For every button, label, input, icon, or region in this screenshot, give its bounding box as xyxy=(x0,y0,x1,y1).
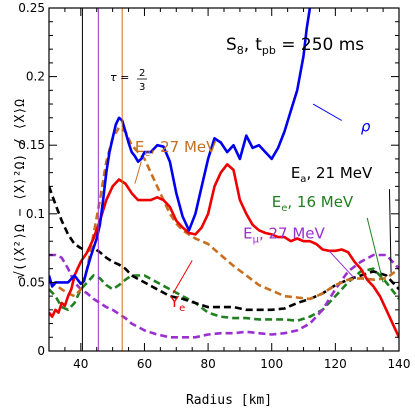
series-labels: ρ Ye Ee, 27 MeV Ea, 21 MeV Ee, 16 MeV Eμ, 27 … xyxy=(135,117,373,314)
label-leaders xyxy=(134,103,392,294)
series-line-emu-27-mev xyxy=(49,253,399,339)
x-tick-label: 120 xyxy=(324,357,347,371)
x-tick-label: 80 xyxy=(200,357,215,371)
series-label-rho: ρ xyxy=(361,117,371,135)
leader-line-rho xyxy=(312,103,342,121)
tau-label: τ = xyxy=(110,71,133,84)
leader-line-ee-27-mev xyxy=(134,161,142,184)
y-tick-label: 0.2 xyxy=(26,70,45,84)
title-t: t xyxy=(255,35,262,55)
x-tick-label: 40 xyxy=(73,357,88,371)
tau-numerator: 2 xyxy=(139,68,145,79)
x-tick-label: 60 xyxy=(137,357,152,371)
y-tick-label: 0 xyxy=(37,344,45,358)
tau-annotation: τ = 2 3 xyxy=(110,68,147,93)
leader-line-ye xyxy=(172,260,193,294)
series-line-ea-21-mev xyxy=(49,185,399,312)
leader-line-ee-16-mev xyxy=(366,217,384,283)
y-tick-label: 0.25 xyxy=(18,1,45,15)
tau-denominator: 3 xyxy=(139,82,145,93)
x-tick-label: 140 xyxy=(388,357,411,371)
chart-title: S8, tpb = 250 ms xyxy=(226,35,364,57)
series-label-emu-27-mev: Eμ, 27 MeV xyxy=(243,224,325,245)
title-comma: , xyxy=(244,35,249,55)
series-line-rho xyxy=(49,8,312,288)
y-tick-label: 0.15 xyxy=(18,138,45,152)
leader-line-ea-21-mev xyxy=(388,189,392,273)
title-model-sub: 8 xyxy=(237,44,244,57)
title-model: S xyxy=(226,35,237,55)
series-label-ee-16-mev: Ee, 16 MeV xyxy=(272,193,354,214)
title-value: = 250 ms xyxy=(276,35,364,55)
y-tick-label: 0.05 xyxy=(18,275,45,289)
y-tick-label: 0.1 xyxy=(26,207,45,221)
series-layer xyxy=(49,8,399,339)
title-t-sub: pb xyxy=(262,44,276,57)
vertical-lines xyxy=(81,8,123,351)
y-axis-title: √(⟨X²⟩Ω − ⟨X⟩²Ω) / ⟨X⟩Ω xyxy=(13,99,28,279)
series-label-ye: Ye xyxy=(169,293,185,314)
series-line-ye xyxy=(49,163,399,338)
x-tick-label: 100 xyxy=(260,357,283,371)
series-label-ee-27-mev: Ee, 27 MeV xyxy=(135,138,217,159)
axis-ticks: 40 60 80 100 120 140 0 0.05 0.1 0.15 0.2 0.25 xyxy=(18,1,410,371)
x-axis-title: Radius [km] xyxy=(186,393,272,408)
leader-line-emu-27-mev xyxy=(328,250,355,279)
series-label-ea-21-mev: Ea, 21 MeV xyxy=(291,164,373,185)
